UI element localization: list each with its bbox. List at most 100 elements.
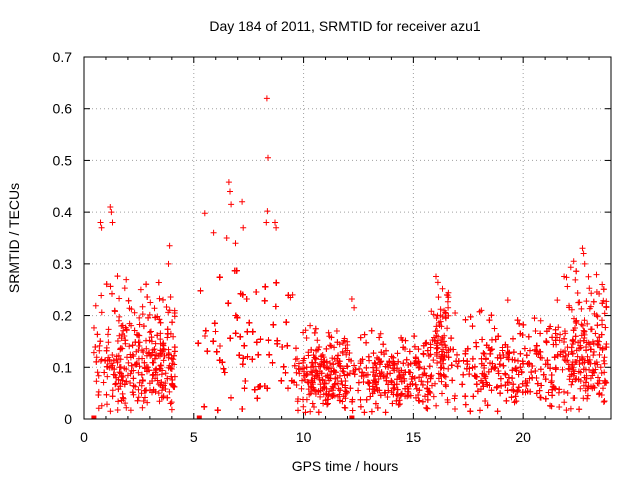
data-point bbox=[331, 344, 338, 351]
data-point bbox=[130, 391, 137, 398]
data-point bbox=[116, 313, 123, 320]
data-point bbox=[109, 393, 116, 400]
data-point bbox=[452, 310, 459, 316]
data-point bbox=[493, 384, 500, 391]
data-point bbox=[105, 339, 112, 346]
data-point bbox=[355, 379, 362, 386]
data-point bbox=[422, 393, 428, 400]
data-point bbox=[148, 334, 155, 341]
data-point bbox=[309, 360, 316, 366]
data-point bbox=[366, 379, 373, 386]
data-point bbox=[378, 349, 385, 356]
data-point bbox=[383, 374, 390, 381]
data-point bbox=[298, 385, 305, 392]
data-point bbox=[112, 381, 119, 388]
data-point bbox=[438, 323, 445, 330]
data-point bbox=[444, 298, 451, 305]
data-point bbox=[408, 376, 415, 382]
data-point bbox=[575, 339, 582, 346]
data-point bbox=[435, 333, 442, 340]
data-point bbox=[171, 307, 178, 314]
data-point bbox=[481, 372, 488, 379]
data-point bbox=[496, 361, 503, 368]
data-point bbox=[467, 408, 474, 415]
data-point bbox=[462, 401, 469, 408]
data-point bbox=[506, 350, 513, 357]
data-point bbox=[197, 287, 204, 294]
data-point bbox=[537, 394, 544, 401]
data-point bbox=[481, 351, 488, 357]
data-point bbox=[101, 369, 108, 376]
data-point bbox=[442, 381, 449, 388]
data-point bbox=[117, 370, 124, 377]
data-point bbox=[114, 359, 121, 366]
data-point bbox=[488, 312, 495, 319]
x-tick-label: 5 bbox=[190, 429, 198, 445]
data-point bbox=[105, 354, 112, 361]
data-point bbox=[556, 386, 563, 393]
data-point bbox=[332, 375, 339, 382]
data-point bbox=[92, 344, 99, 350]
data-point bbox=[593, 312, 600, 319]
data-point bbox=[110, 357, 117, 364]
data-point bbox=[480, 350, 487, 357]
data-point bbox=[311, 404, 317, 410]
data-point bbox=[566, 366, 573, 373]
data-point bbox=[228, 201, 235, 208]
data-point bbox=[320, 400, 327, 407]
data-point bbox=[548, 403, 555, 410]
data-point bbox=[439, 390, 445, 397]
data-point bbox=[579, 322, 586, 329]
data-point bbox=[156, 398, 163, 405]
data-point bbox=[601, 398, 608, 405]
data-point bbox=[432, 338, 439, 345]
data-point bbox=[450, 346, 457, 353]
data-point bbox=[596, 391, 603, 398]
data-point bbox=[483, 342, 490, 349]
data-point bbox=[510, 349, 517, 356]
data-point bbox=[590, 367, 597, 374]
data-point bbox=[169, 360, 176, 367]
data-point bbox=[434, 312, 441, 319]
data-point bbox=[453, 358, 460, 365]
data-point bbox=[123, 276, 130, 283]
data-point bbox=[600, 357, 607, 364]
data-point bbox=[428, 372, 435, 379]
data-point bbox=[591, 384, 598, 391]
data-point bbox=[122, 400, 129, 407]
data-point bbox=[133, 331, 140, 338]
data-point bbox=[525, 333, 532, 340]
data-point bbox=[412, 381, 419, 388]
data-point bbox=[599, 281, 606, 288]
data-point bbox=[144, 294, 151, 300]
data-point bbox=[301, 376, 308, 383]
data-point bbox=[344, 342, 351, 348]
data-point bbox=[148, 328, 154, 335]
data-point bbox=[104, 363, 111, 370]
data-point bbox=[548, 372, 555, 378]
data-point bbox=[237, 333, 244, 340]
data-point bbox=[555, 324, 562, 331]
data-point bbox=[283, 319, 290, 326]
data-point bbox=[372, 371, 379, 378]
data-point bbox=[359, 369, 365, 376]
data-point bbox=[161, 352, 168, 359]
data-point bbox=[160, 296, 166, 303]
data-point bbox=[111, 366, 118, 373]
data-point bbox=[596, 351, 603, 358]
data-point bbox=[370, 350, 377, 357]
data-point bbox=[296, 360, 302, 367]
data-point bbox=[433, 323, 440, 330]
data-point bbox=[349, 398, 356, 405]
data-point bbox=[361, 409, 368, 416]
data-point bbox=[433, 402, 440, 409]
data-point bbox=[295, 407, 301, 414]
data-point bbox=[532, 328, 539, 334]
data-point bbox=[103, 347, 110, 354]
data-point bbox=[96, 342, 103, 349]
data-point bbox=[380, 372, 386, 379]
data-point bbox=[295, 365, 302, 372]
data-point bbox=[531, 315, 538, 322]
data-point bbox=[339, 350, 346, 356]
data-point bbox=[151, 346, 158, 353]
